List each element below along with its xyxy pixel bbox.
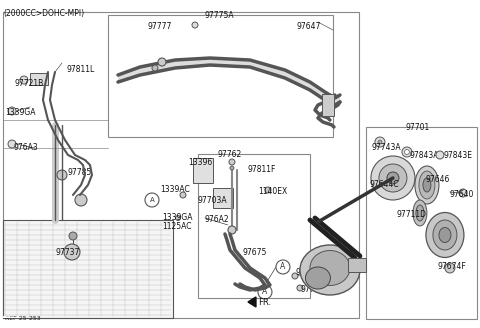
Bar xyxy=(322,94,334,116)
Polygon shape xyxy=(118,67,140,82)
Text: 97785: 97785 xyxy=(68,168,92,177)
Text: 97843E: 97843E xyxy=(444,151,473,160)
Circle shape xyxy=(297,285,303,291)
Polygon shape xyxy=(325,92,335,105)
Circle shape xyxy=(20,76,28,84)
Ellipse shape xyxy=(423,178,431,192)
Polygon shape xyxy=(250,60,285,78)
Text: REF 25-253: REF 25-253 xyxy=(5,316,41,321)
Circle shape xyxy=(230,166,234,170)
Text: 97811F: 97811F xyxy=(248,165,276,174)
Text: 97737: 97737 xyxy=(56,248,80,257)
Text: A: A xyxy=(150,197,155,203)
Circle shape xyxy=(64,244,80,260)
Text: 97640: 97640 xyxy=(450,190,474,199)
Circle shape xyxy=(265,187,271,193)
Text: 97675: 97675 xyxy=(243,248,267,257)
Circle shape xyxy=(436,151,444,159)
Circle shape xyxy=(445,263,455,273)
Bar xyxy=(213,188,233,208)
Text: 1339AC: 1339AC xyxy=(160,185,190,194)
Text: 97775A: 97775A xyxy=(205,11,235,20)
Text: 97843A: 97843A xyxy=(410,151,439,160)
Text: 97644C: 97644C xyxy=(370,180,399,189)
Bar xyxy=(193,158,213,183)
Text: 97777: 97777 xyxy=(148,22,172,31)
Text: 976A3: 976A3 xyxy=(14,143,39,152)
Ellipse shape xyxy=(305,267,330,289)
Text: A: A xyxy=(280,262,286,272)
Bar xyxy=(348,258,366,272)
Text: 1339GA: 1339GA xyxy=(5,108,36,117)
Circle shape xyxy=(387,172,399,184)
Polygon shape xyxy=(175,58,210,68)
Ellipse shape xyxy=(416,205,424,221)
Ellipse shape xyxy=(426,213,464,257)
Circle shape xyxy=(158,58,166,66)
Bar xyxy=(366,127,477,319)
Circle shape xyxy=(379,164,407,192)
Circle shape xyxy=(405,150,409,154)
Text: 97714X: 97714X xyxy=(301,285,330,294)
Circle shape xyxy=(192,22,198,28)
Text: 97646: 97646 xyxy=(426,175,450,184)
Text: 97647: 97647 xyxy=(297,22,321,31)
Circle shape xyxy=(57,170,67,180)
Text: 97743A: 97743A xyxy=(372,143,402,152)
Circle shape xyxy=(375,137,385,147)
Polygon shape xyxy=(285,70,310,90)
Circle shape xyxy=(371,156,415,200)
Circle shape xyxy=(152,65,158,71)
Circle shape xyxy=(75,194,87,206)
Text: 97762: 97762 xyxy=(218,150,242,159)
Text: 97811L: 97811L xyxy=(67,65,95,74)
Bar xyxy=(3,220,173,318)
Ellipse shape xyxy=(413,200,427,226)
Circle shape xyxy=(459,189,467,197)
Text: 1125AC: 1125AC xyxy=(162,222,192,231)
Circle shape xyxy=(180,192,186,198)
Text: 97674F: 97674F xyxy=(438,262,467,271)
Circle shape xyxy=(176,215,180,220)
Text: (2000CC>DOHC-MPI): (2000CC>DOHC-MPI) xyxy=(3,9,84,18)
Text: 13396: 13396 xyxy=(188,158,212,167)
Polygon shape xyxy=(310,82,325,100)
Bar xyxy=(30,73,48,85)
Bar xyxy=(3,12,359,318)
Text: FR.: FR. xyxy=(258,298,271,307)
Text: 97711D: 97711D xyxy=(397,210,427,219)
Polygon shape xyxy=(3,316,25,318)
Bar xyxy=(108,15,333,137)
Ellipse shape xyxy=(300,245,360,295)
Circle shape xyxy=(69,232,77,240)
Ellipse shape xyxy=(433,220,457,250)
Ellipse shape xyxy=(310,251,350,285)
Text: 1140EX: 1140EX xyxy=(258,187,287,196)
Circle shape xyxy=(228,226,236,234)
Ellipse shape xyxy=(415,166,439,204)
Text: 97701: 97701 xyxy=(406,123,430,132)
Circle shape xyxy=(8,107,16,115)
Circle shape xyxy=(402,147,412,157)
Circle shape xyxy=(145,193,159,207)
Polygon shape xyxy=(210,58,250,67)
Polygon shape xyxy=(248,297,256,307)
Ellipse shape xyxy=(419,171,435,199)
Bar xyxy=(198,154,310,298)
Text: 97714V: 97714V xyxy=(296,268,325,277)
Circle shape xyxy=(378,140,382,144)
Text: A: A xyxy=(263,287,267,297)
Ellipse shape xyxy=(439,228,451,242)
Circle shape xyxy=(292,273,298,279)
Circle shape xyxy=(8,140,16,148)
Text: 97721B: 97721B xyxy=(15,79,44,88)
Circle shape xyxy=(276,260,290,274)
Circle shape xyxy=(258,285,272,299)
Text: 97703A: 97703A xyxy=(198,196,228,205)
Polygon shape xyxy=(140,60,175,75)
Polygon shape xyxy=(335,95,340,105)
Text: 1339GA: 1339GA xyxy=(162,213,192,222)
Circle shape xyxy=(229,159,235,165)
Text: 976A2: 976A2 xyxy=(205,215,229,224)
